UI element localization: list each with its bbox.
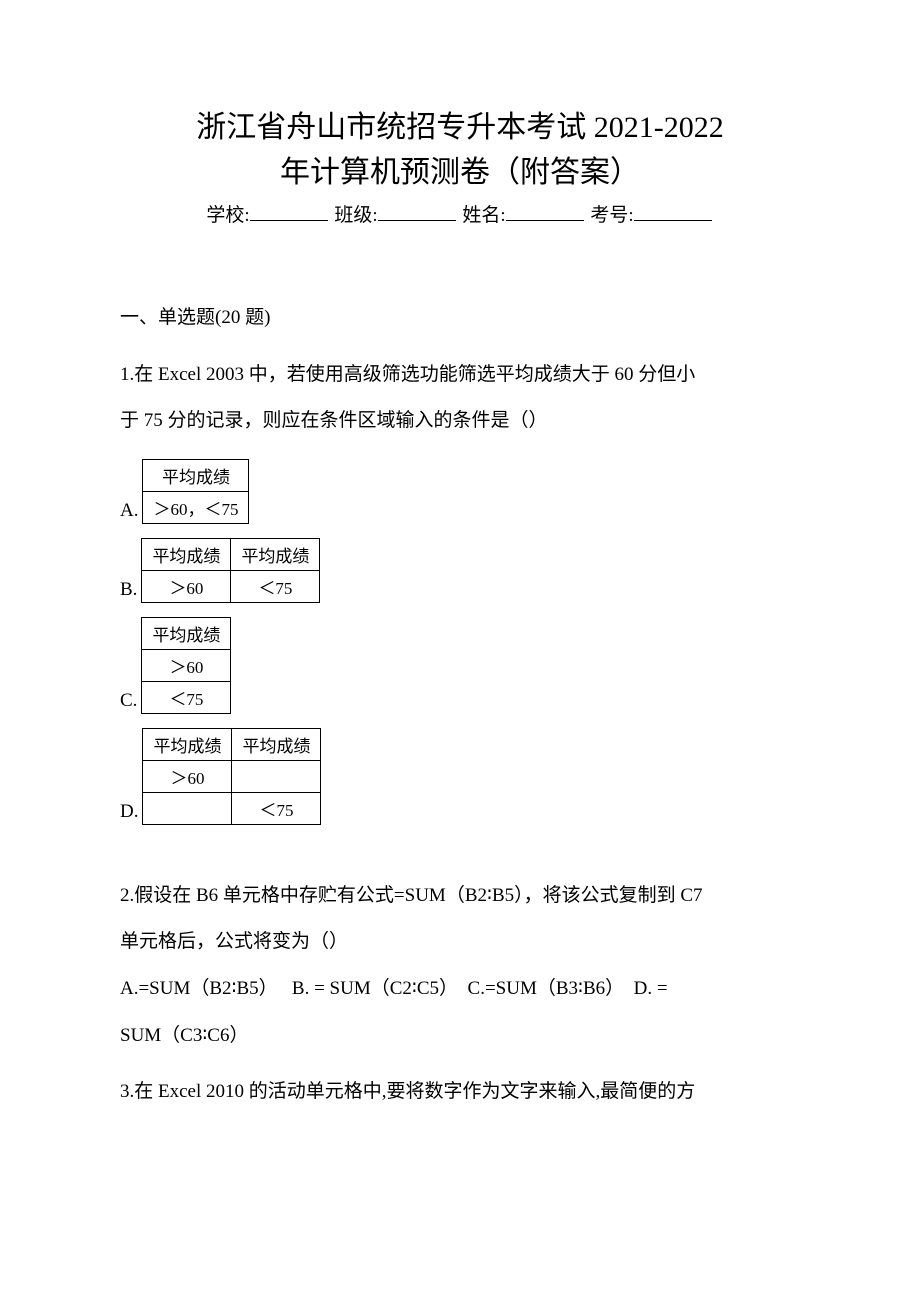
table-cell: 平均成绩 [143,728,232,760]
table-cell: 平均成绩 [142,538,231,570]
q2-line1: 2.假设在 B6 单元格中存贮有公式=SUM（B2∶B5），将该公式复制到 C7 [120,873,800,920]
table-cell: ＞60 [142,649,231,681]
q1-option-d: D. 平均成绩 平均成绩 ＞60 ＜75 [120,728,800,825]
examno-label: 考号: [590,205,633,226]
table-cell: 平均成绩 [143,459,249,491]
table-cell: 平均成绩 [142,617,231,649]
q1-line1: 1.在 Excel 2003 中，若使用高级筛选功能筛选平均成绩大于 60 分但… [120,352,800,399]
option-b-table: 平均成绩 平均成绩 ＞60 ＜75 [141,538,320,603]
option-d-table: 平均成绩 平均成绩 ＞60 ＜75 [142,728,321,825]
class-label: 班级: [334,205,377,226]
option-c-label: C. [120,690,137,714]
option-d-label: D. [120,801,138,825]
option-a-label: A. [120,500,138,524]
title-line1: 浙江省舟山市统招专升本考试 2021-2022 [120,105,800,150]
table-cell: ＞60，＜75 [143,491,249,523]
q3-text: 3.在 Excel 2010 的活动单元格中,要将数字作为文字来输入,最简便的方 [120,1069,800,1116]
name-blank [506,220,584,221]
table-cell: ＜75 [142,681,231,713]
table-cell: 平均成绩 [231,538,320,570]
table-cell [143,792,232,824]
q2-line2: 单元格后，公式将变为（） [120,919,800,966]
table-cell: ＜75 [232,792,321,824]
option-c-table: 平均成绩 ＞60 ＜75 [141,617,231,714]
q1-option-a: A. 平均成绩 ＞60，＜75 [120,459,800,524]
table-cell: ＞60 [143,760,232,792]
section-heading: 一、单选题(20 题) [120,303,800,333]
form-fields: 学校: 班级: 姓名: 考号: [120,201,800,231]
examno-blank [634,220,712,221]
class-blank [378,220,456,221]
q1-option-c: C. 平均成绩 ＞60 ＜75 [120,617,800,714]
q2-answer-line1: A.=SUM（B2∶B5） B. = SUM（C2∶C5） C.=SUM（B3∶… [120,966,800,1013]
name-label: 姓名: [462,205,505,226]
table-cell: ＞60 [142,570,231,602]
table-cell: 平均成绩 [232,728,321,760]
q1-text: 1.在 Excel 2003 中，若使用高级筛选功能筛选平均成绩大于 60 分但… [120,352,800,445]
q2-answer-line2: SUM（C3∶C6） [120,1013,800,1060]
school-label: 学校: [206,205,249,226]
q2-text: 2.假设在 B6 单元格中存贮有公式=SUM（B2∶B5），将该公式复制到 C7… [120,873,800,966]
q1-option-b: B. 平均成绩 平均成绩 ＞60 ＜75 [120,538,800,603]
q1-line2: 于 75 分的记录，则应在条件区域输入的条件是（） [120,398,800,445]
option-a-table: 平均成绩 ＞60，＜75 [142,459,249,524]
school-blank [250,220,328,221]
table-cell: ＜75 [231,570,320,602]
title-line2: 年计算机预测卷（附答案） [120,150,800,195]
table-cell [232,760,321,792]
option-b-label: B. [120,579,137,603]
